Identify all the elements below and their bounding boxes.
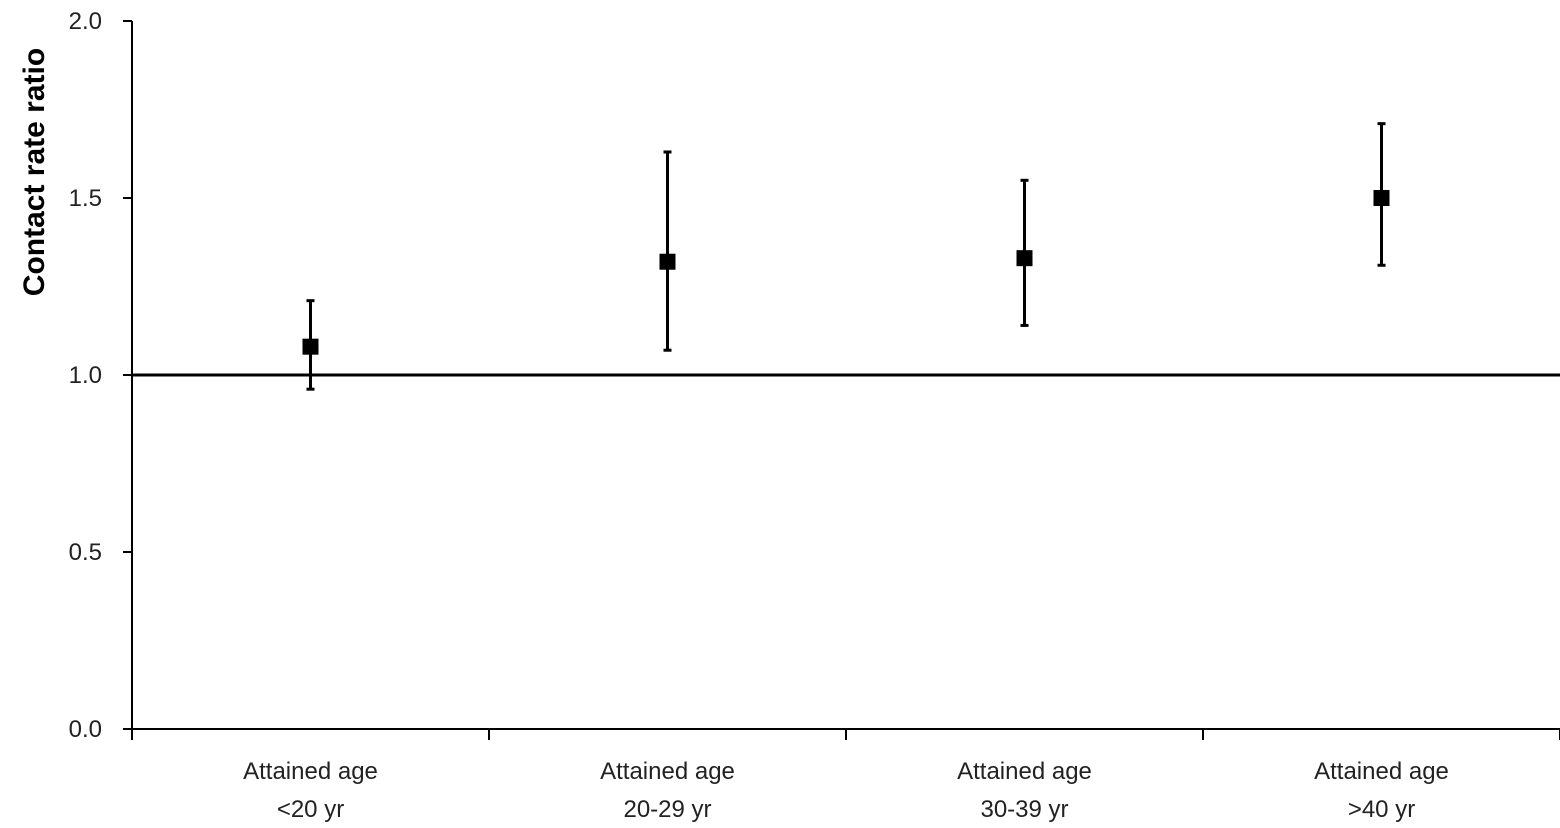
x-category-label-line1: Attained age — [1314, 758, 1449, 785]
y-tick-label: 0.5 — [69, 539, 102, 566]
x-category-label-line2: >40 yr — [1348, 796, 1415, 823]
y-axis-title: Contact rate ratio — [18, 48, 51, 296]
axes — [131, 21, 1560, 730]
x-category-label-line1: Attained age — [600, 758, 735, 785]
data-point — [1373, 190, 1390, 206]
x-category-label-line2: 20-29 yr — [623, 796, 711, 823]
x-category-label-line1: Attained age — [957, 758, 1092, 785]
x-tick-group: Attained age <20 yr Attained age 20-29 yr At… — [131, 729, 1560, 823]
data-point — [302, 338, 319, 355]
y-tick-label: 0.0 — [69, 716, 102, 743]
y-tick-group: 0.0 0.5 1.0 1.5 2.0 — [69, 8, 132, 743]
x-category-label-line2: <20 yr — [277, 796, 344, 823]
y-tick-label: 2.0 — [69, 8, 102, 35]
y-tick-label: 1.0 — [69, 362, 102, 389]
data-marks — [302, 122, 1390, 391]
data-point — [1016, 250, 1033, 267]
data-point — [659, 253, 676, 270]
x-category-label-line2: 30-39 yr — [980, 796, 1068, 823]
y-tick-label: 1.5 — [69, 185, 102, 212]
x-category-label-line1: Attained age — [243, 758, 378, 785]
